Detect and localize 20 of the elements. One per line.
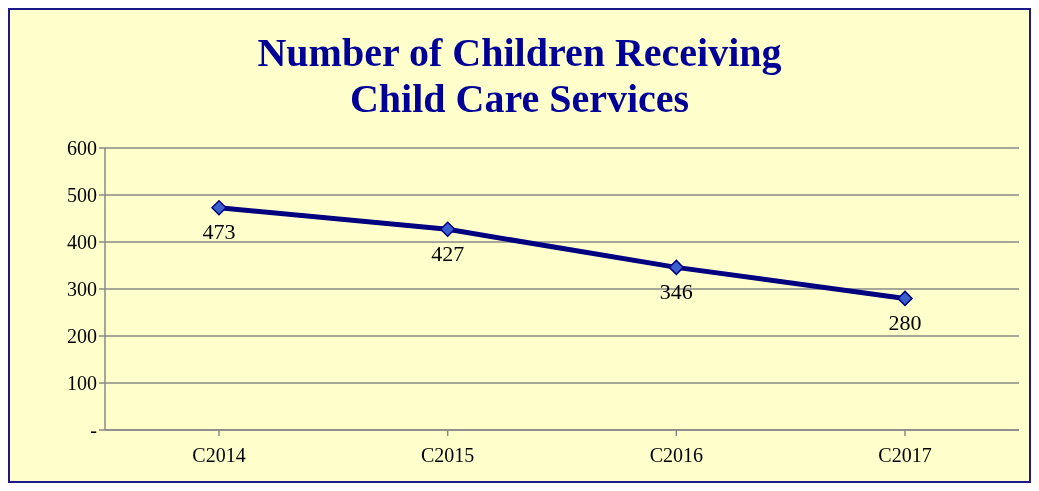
- y-tick-label: 600: [67, 137, 97, 160]
- point: [668, 259, 685, 276]
- y-tick-label: 500: [67, 184, 97, 207]
- x-tick-label: C2014: [192, 444, 246, 467]
- point: [211, 199, 227, 216]
- data-label: 280: [888, 310, 922, 336]
- y-tick-label: -: [90, 419, 97, 442]
- y-tick-label: 200: [67, 325, 97, 348]
- data-label: 473: [202, 219, 236, 245]
- x-tick-label: C2016: [649, 444, 704, 467]
- data-label: 427: [431, 240, 465, 266]
- data-label: 346: [659, 279, 693, 304]
- x-tick-label: C2017: [878, 444, 932, 467]
- y-tick-label: 300: [67, 278, 97, 301]
- x-tick-label: C2015: [420, 444, 475, 467]
- point: [897, 290, 913, 307]
- chart-title: Number of Children Receiving Child Care Services: [257, 30, 782, 121]
- y-tick-label: 400: [67, 231, 97, 254]
- y-tick-label: 100: [67, 372, 97, 395]
- point: [439, 221, 456, 238]
